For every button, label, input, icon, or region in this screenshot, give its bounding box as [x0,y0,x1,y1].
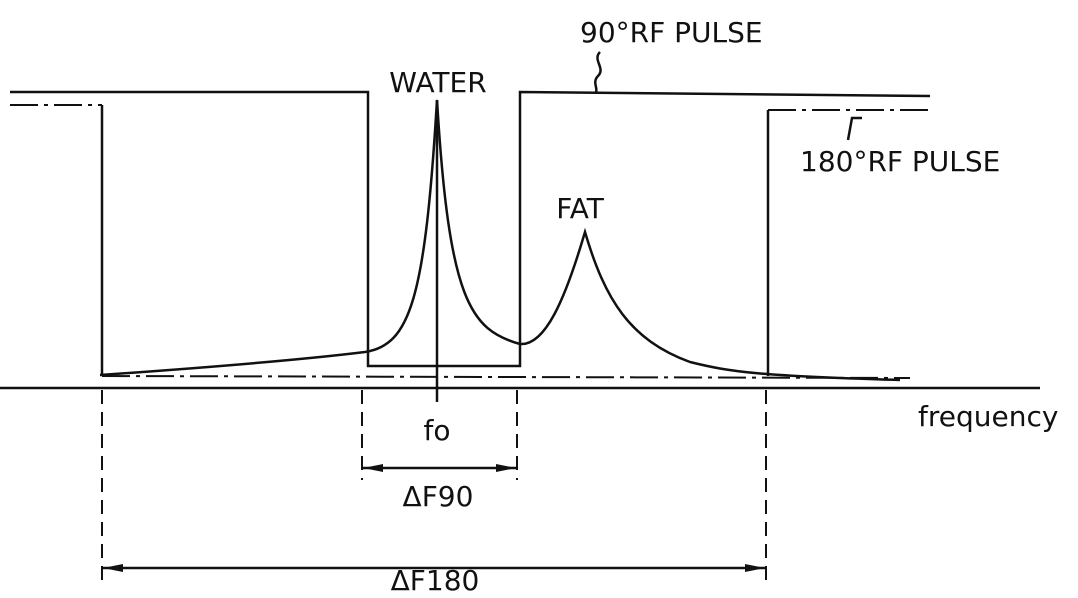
water-label: WATER [389,66,486,99]
pulse90-leader [594,51,602,93]
pulse180-leader [846,116,862,141]
f0-label: fo [424,414,451,447]
pulse180-label: 180°RF PULSE [800,145,1000,178]
pulse-90 [10,90,931,368]
pulse90-label: 90°RF PULSE [580,16,763,49]
pulse-180-edges [100,105,770,376]
pulse-180-base [101,375,911,379]
df180-label: ΔF180 [391,564,480,597]
spectrum [99,99,901,382]
fat-label: FAT [556,192,605,225]
df90-label: ΔF90 [403,480,474,513]
axis-label: frequency [918,400,1058,433]
